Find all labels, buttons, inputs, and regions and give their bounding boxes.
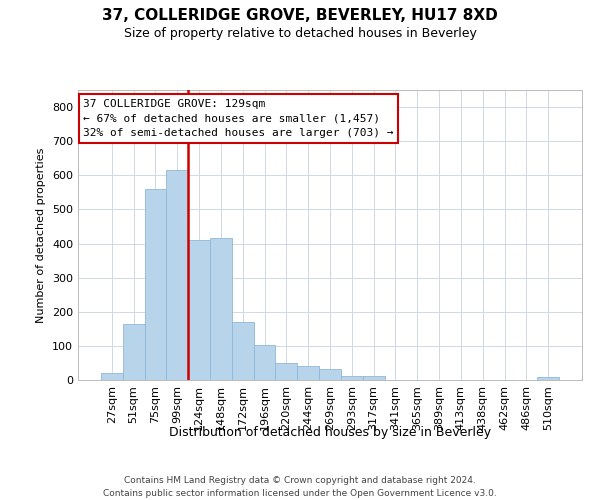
Bar [210,238,232,380]
Bar [363,376,385,380]
Text: Distribution of detached houses by size in Beverley: Distribution of detached houses by size … [169,426,491,439]
Bar [275,363,297,380]
Bar [297,366,319,380]
Bar [188,240,210,380]
Bar [319,368,341,380]
Bar [254,345,275,380]
Bar [232,322,254,380]
Text: Contains HM Land Registry data © Crown copyright and database right 2024.
Contai: Contains HM Land Registry data © Crown c… [103,476,497,498]
Bar [537,378,559,380]
Bar [123,324,145,380]
Y-axis label: Number of detached properties: Number of detached properties [37,148,46,322]
Bar [145,189,166,380]
Bar [341,376,363,380]
Text: 37, COLLERIDGE GROVE, BEVERLEY, HU17 8XD: 37, COLLERIDGE GROVE, BEVERLEY, HU17 8XD [102,8,498,22]
Text: Size of property relative to detached houses in Beverley: Size of property relative to detached ho… [124,28,476,40]
Bar [166,170,188,380]
Bar [101,373,123,380]
Text: 37 COLLERIDGE GROVE: 129sqm
← 67% of detached houses are smaller (1,457)
32% of : 37 COLLERIDGE GROVE: 129sqm ← 67% of det… [83,98,394,138]
